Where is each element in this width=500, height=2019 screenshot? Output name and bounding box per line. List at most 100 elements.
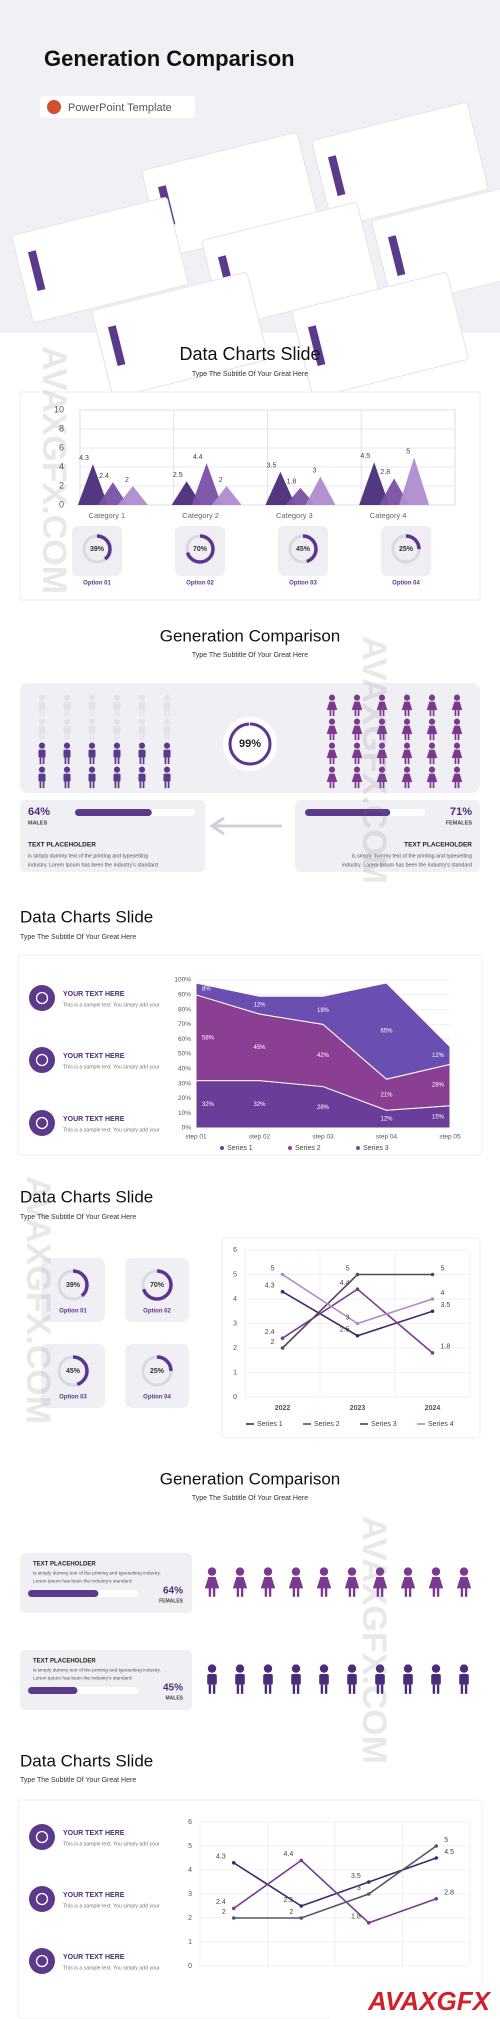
- x-tick-label: 2022: [275, 1405, 291, 1412]
- data-label: 2.4: [99, 473, 109, 480]
- icon-body: [163, 725, 171, 734]
- male-icon: [235, 1664, 245, 1694]
- icon-body: [63, 725, 71, 734]
- icon-head: [403, 766, 411, 773]
- icon-head: [431, 1567, 441, 1576]
- icon-body: [138, 749, 146, 758]
- pyramid-bar: [191, 463, 222, 505]
- line-point: [231, 1906, 236, 1911]
- male-icon: [88, 766, 96, 789]
- female-icon: [260, 1567, 276, 1597]
- icon-leg: [354, 757, 357, 765]
- icon-body: [88, 725, 96, 734]
- icon-leg: [92, 781, 95, 789]
- female-icon: [451, 742, 463, 765]
- icon-leg: [404, 1587, 408, 1597]
- line-point: [299, 1916, 304, 1920]
- icon-leg: [67, 709, 70, 717]
- icon-body: [138, 725, 146, 734]
- icon-leg: [460, 1684, 464, 1694]
- item-icon: [35, 1954, 49, 1968]
- icon-body: [113, 701, 121, 710]
- template-thumbnail: [11, 197, 189, 323]
- icon-leg: [432, 1684, 436, 1694]
- donut-card: [175, 526, 225, 576]
- icon-leg: [208, 1684, 212, 1694]
- icon-leg: [354, 709, 357, 717]
- icon-body: [319, 1674, 329, 1685]
- item-text: This is a sample text. You simply add yo…: [63, 1965, 160, 1971]
- female-icon: [376, 742, 388, 765]
- icon-head: [403, 1567, 413, 1576]
- female-icon: [376, 694, 388, 717]
- icon-leg: [382, 709, 385, 717]
- icon-leg: [320, 1684, 324, 1694]
- percent-label: 64%: [163, 1586, 183, 1597]
- data-label: 2.8: [444, 1890, 454, 1897]
- powerpoint-icon: [47, 100, 61, 114]
- icon-head: [207, 1664, 217, 1673]
- item-heading: YOUR TEXT HERE: [63, 1116, 125, 1123]
- group-label: FEMALES: [159, 1598, 184, 1604]
- icon-leg: [329, 733, 332, 741]
- item-icon-bg: [29, 1110, 55, 1136]
- donut-value-label: 25%: [399, 546, 414, 553]
- legend-swatch: [220, 1146, 224, 1150]
- donut-arc: [141, 1269, 173, 1301]
- icon-leg: [454, 733, 457, 741]
- icon-head: [328, 766, 336, 773]
- icon-leg: [404, 757, 407, 765]
- female-icon: [426, 718, 438, 741]
- icon-leg: [139, 781, 142, 789]
- icon-leg: [236, 1684, 240, 1694]
- icon-leg: [64, 733, 67, 741]
- icon-head: [347, 1567, 357, 1576]
- icon-body: [375, 1674, 385, 1685]
- icon-body: [38, 749, 46, 758]
- line-point: [280, 1272, 285, 1277]
- icon-leg: [352, 1684, 356, 1694]
- icon-head: [88, 766, 96, 773]
- icon-head: [328, 718, 336, 725]
- female-icon: [326, 742, 338, 765]
- icon-leg: [117, 733, 120, 741]
- icon-leg: [432, 1587, 436, 1597]
- series-line: [233, 1845, 437, 1919]
- male-icon: [38, 742, 46, 765]
- icon-leg: [332, 757, 335, 765]
- male-icon: [113, 694, 121, 717]
- donut-card: [125, 1344, 189, 1408]
- data-label: 5: [444, 1837, 448, 1844]
- thumbnail-accent: [327, 155, 346, 197]
- icon-leg: [457, 709, 460, 717]
- female-icon: [428, 1567, 444, 1597]
- legend-swatch: [288, 1146, 292, 1150]
- y-tick-label: 80%: [178, 1006, 191, 1013]
- icon-body: [376, 749, 388, 758]
- icon-head: [353, 742, 361, 749]
- slide-title: Data Charts Slide: [20, 1751, 153, 1770]
- chart-panel: [221, 1237, 481, 1439]
- icon-leg: [264, 1587, 268, 1597]
- female-icon: [426, 694, 438, 717]
- icon-leg: [376, 1684, 380, 1694]
- icon-leg: [354, 781, 357, 789]
- female-icon: [426, 766, 438, 789]
- icon-head: [328, 742, 336, 749]
- icon-head: [63, 742, 71, 749]
- slide-title: Data Charts Slide: [20, 907, 153, 926]
- logo: AVAXGFX: [367, 1986, 491, 2016]
- data-label: 32%: [202, 1102, 215, 1108]
- legend-label: Series 1: [257, 1421, 283, 1428]
- donut-option-label: Option 01: [59, 1309, 87, 1315]
- female-icon: [401, 742, 413, 765]
- icon-leg: [404, 1684, 408, 1694]
- donut-value-label: 39%: [90, 546, 105, 553]
- data-label: 4.3: [265, 1282, 275, 1289]
- donut-card: [41, 1344, 105, 1408]
- icon-head: [38, 694, 46, 701]
- line-point: [231, 1861, 236, 1865]
- icon-leg: [64, 709, 67, 717]
- icon-leg: [407, 757, 410, 765]
- donut-value-label: 25%: [150, 1368, 165, 1375]
